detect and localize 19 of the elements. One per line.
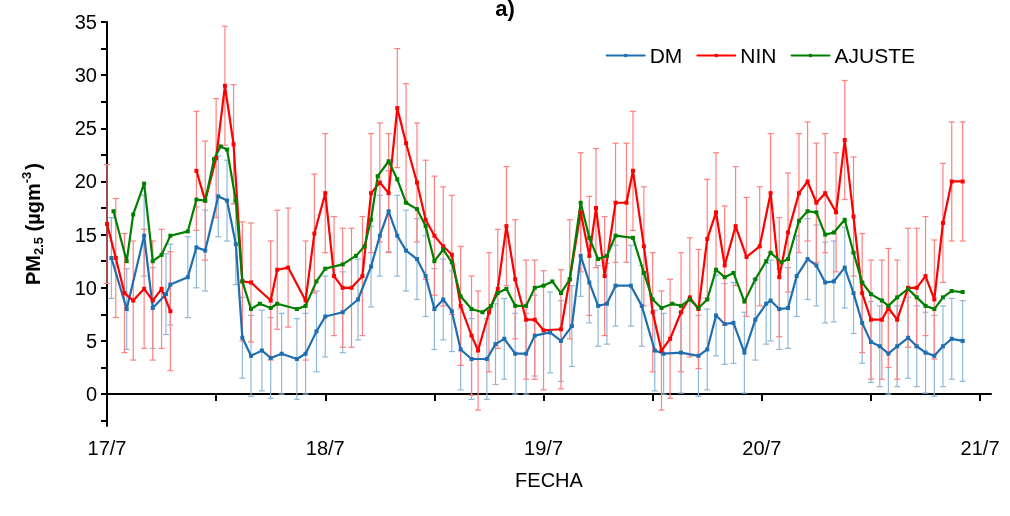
y-axis-title: PM2.5 (µgm-3)	[19, 162, 46, 286]
y-tick-label: 35	[74, 11, 97, 33]
x-tick-label: 21/7	[960, 437, 1000, 459]
x-tick-label: 17/7	[87, 437, 127, 459]
x-tick-label: 19/7	[524, 437, 564, 459]
legend-label: AJUSTE	[834, 44, 915, 67]
y-tick-label: 10	[74, 276, 97, 299]
y-tick-label: 15	[74, 223, 97, 246]
chart-title: a)	[495, 0, 515, 21]
y-tick-label: 0	[85, 383, 97, 406]
x-tick-label: 18/7	[305, 437, 345, 459]
x-axis-title: FECHA	[515, 469, 584, 491]
legend-label: DM	[649, 44, 683, 67]
y-tick-label: 30	[74, 64, 97, 87]
x-tick-label: 20/7	[742, 437, 782, 459]
y-tick-label: 5	[85, 329, 97, 352]
legend-label: NIN	[740, 44, 777, 67]
y-tick-label: 20	[74, 170, 97, 193]
y-tick-label: 25	[74, 117, 97, 140]
